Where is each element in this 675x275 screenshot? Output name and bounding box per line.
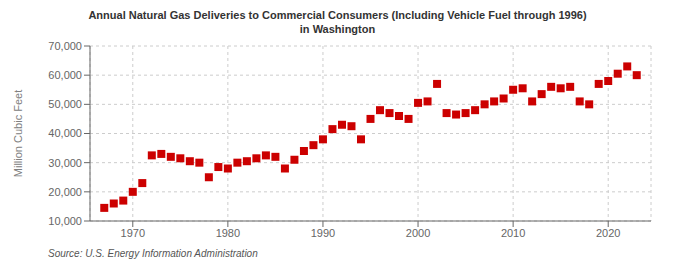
svg-text:2010: 2010 xyxy=(501,227,525,239)
svg-text:20,000: 20,000 xyxy=(48,186,82,198)
html-text:Annual Natural Gas Deliveries: Annual Natural Gas Deliveries to Commerc… xyxy=(88,9,587,21)
html-text:Source: U.S. Energy Informatio: Source: U.S. Energy Information Administ… xyxy=(48,248,258,259)
svg-text:30,000: 30,000 xyxy=(48,157,82,169)
svg-text:50,000: 50,000 xyxy=(48,98,82,110)
svg-text:Million Cubic Feet: Million Cubic Feet xyxy=(12,90,24,177)
svg-text:1970: 1970 xyxy=(121,227,145,239)
svg-text:40,000: 40,000 xyxy=(48,127,82,139)
html-text:in Washington: in Washington xyxy=(299,23,376,35)
svg-text:60,000: 60,000 xyxy=(48,69,82,81)
svg-text:1990: 1990 xyxy=(311,227,335,239)
svg-text:10,000: 10,000 xyxy=(48,215,82,227)
svg-text:2000: 2000 xyxy=(406,227,430,239)
svg-text:2020: 2020 xyxy=(596,227,620,239)
svg-text:70,000: 70,000 xyxy=(48,40,82,52)
svg-text:1980: 1980 xyxy=(216,227,240,239)
